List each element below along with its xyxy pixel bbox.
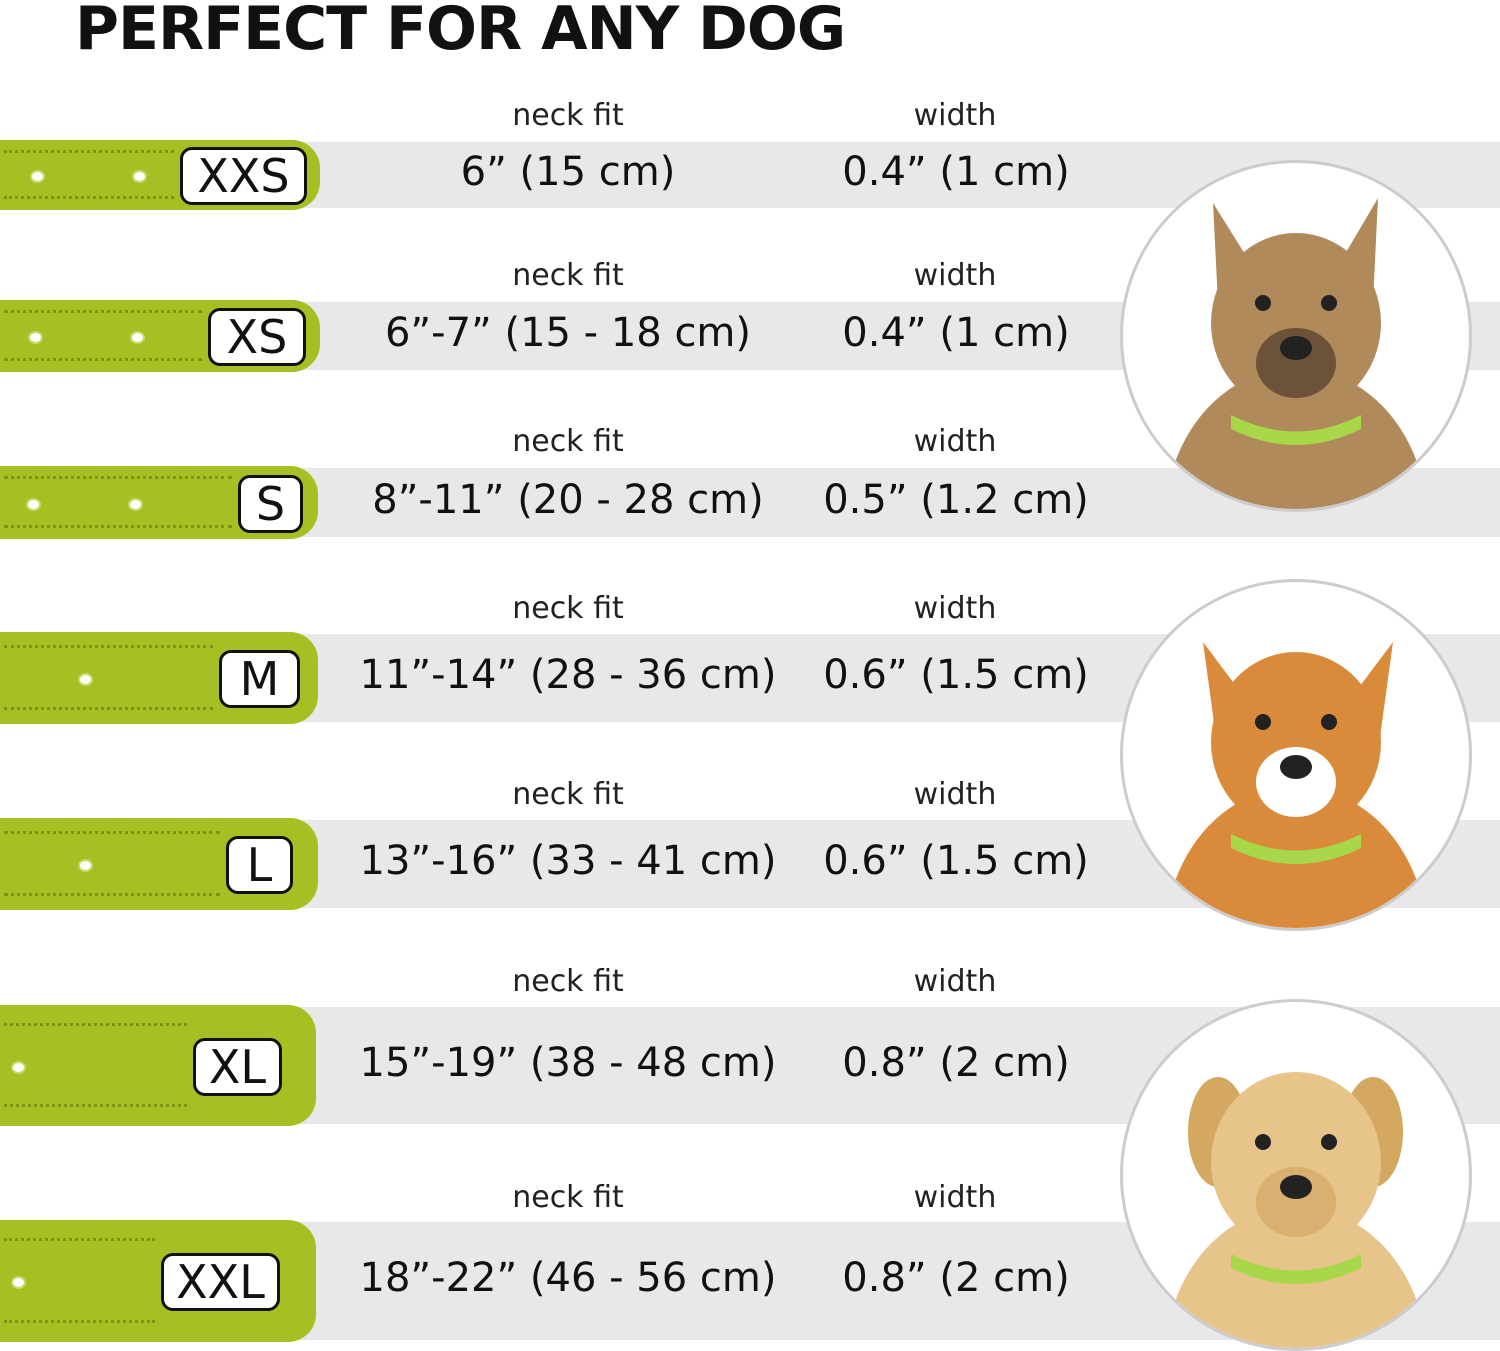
neck-fit-value: 15”-19” (38 - 48 cm) <box>359 1039 777 1086</box>
size-badge: XXS <box>180 147 307 205</box>
neck-fit-label: neck fit <box>512 591 624 626</box>
collar-hole <box>80 861 91 870</box>
neck-fit-label: neck fit <box>512 777 624 812</box>
width-label: width <box>913 98 997 133</box>
neck-fit-label: neck fit <box>512 98 624 133</box>
collar-hole <box>28 499 39 509</box>
page-title: PERFECT FOR ANY DOG <box>75 0 846 64</box>
collar-hole <box>130 499 141 509</box>
width-label: width <box>913 424 997 459</box>
small-terrier-photo <box>1120 160 1472 512</box>
size-badge: XL <box>193 1037 282 1096</box>
neck-fit-label: neck fit <box>512 964 624 999</box>
neck-fit-label: neck fit <box>512 424 624 459</box>
corgi-photo <box>1120 579 1472 931</box>
width-value: 0.4” (1 cm) <box>842 149 1070 195</box>
neck-fit-label: neck fit <box>512 258 624 293</box>
size-badge: XXL <box>161 1253 280 1311</box>
collar-hole <box>30 333 41 342</box>
width-value: 0.6” (1.5 cm) <box>823 838 1089 884</box>
neck-fit-value: 11”-14” (28 - 36 cm) <box>359 652 777 698</box>
neck-fit-value: 6” (15 cm) <box>460 149 676 195</box>
collar-hole <box>13 1278 24 1287</box>
size-badge: XS <box>208 308 306 366</box>
size-badge: S <box>238 474 303 533</box>
neck-fit-value: 13”-16” (33 - 41 cm) <box>359 838 777 884</box>
width-label: width <box>913 591 997 626</box>
width-label: width <box>913 964 997 999</box>
width-value: 0.4” (1 cm) <box>842 310 1070 356</box>
width-label: width <box>913 777 997 812</box>
collar-hole <box>134 172 145 181</box>
width-value: 0.5” (1.2 cm) <box>823 476 1089 523</box>
neck-fit-value: 8”-11” (20 - 28 cm) <box>372 476 764 523</box>
width-label: width <box>913 258 997 293</box>
size-badge: L <box>226 836 293 894</box>
neck-fit-label: neck fit <box>512 1180 624 1215</box>
neck-fit-value: 6”-7” (15 - 18 cm) <box>384 310 752 356</box>
collar-hole <box>13 1062 24 1072</box>
width-value: 0.6” (1.5 cm) <box>823 652 1089 698</box>
width-label: width <box>913 1180 997 1215</box>
neck-fit-value: 18”-22” (46 - 56 cm) <box>359 1255 777 1301</box>
width-value: 0.8” (2 cm) <box>842 1255 1070 1301</box>
width-value: 0.8” (2 cm) <box>842 1039 1070 1086</box>
collar-hole <box>80 675 91 684</box>
size-badge: M <box>219 650 300 708</box>
labrador-photo <box>1120 999 1472 1351</box>
collar-hole <box>32 172 43 181</box>
collar-hole <box>132 333 143 342</box>
